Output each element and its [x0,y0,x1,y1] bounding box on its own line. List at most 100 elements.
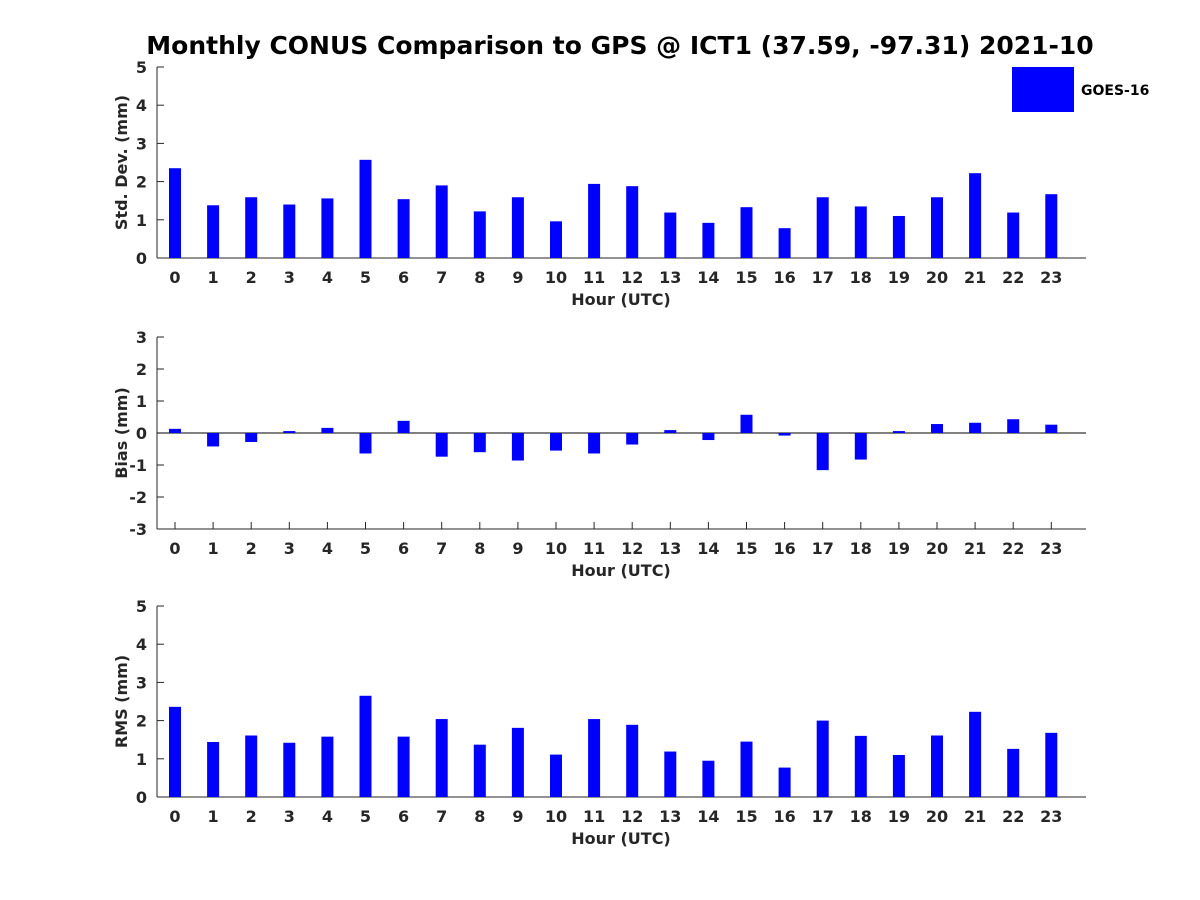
bias-bar-hour-14 [702,433,715,441]
std-dev-x-tick-label: 4 [322,268,333,287]
std-dev-bar-hour-5 [359,159,372,258]
std-dev-x-tick-label: 14 [697,268,719,287]
rms-bar-hour-5 [359,695,372,797]
bias-bar-hour-1 [207,433,220,447]
std-dev-x-tick-label: 5 [360,268,371,287]
std-dev-x-tick-label: 21 [964,268,986,287]
std-dev-bar-hour-15 [740,207,753,258]
rms-x-tick-label: 5 [360,807,371,826]
bias-x-tick-label: 12 [621,539,643,558]
bias-x-tick-label: 0 [169,539,180,558]
std-dev-bar-hour-23 [1045,194,1058,258]
std-dev-y-tick-label: 2 [136,173,147,192]
bias-bar-hour-16 [778,433,791,436]
bias-x-tick-label: 13 [659,539,681,558]
std-dev-bar-hour-11 [588,183,601,258]
bias-x-tick-label: 22 [1002,539,1024,558]
rms-x-tick-label: 13 [659,807,681,826]
rms-x-tick-label: 1 [208,807,219,826]
bias-x-tick-label: 14 [697,539,719,558]
std-dev-x-tick-label: 12 [621,268,643,287]
bias-bar-hour-2 [245,433,258,442]
rms-bar-hour-11 [588,719,601,797]
bias-bar-hour-18 [854,433,867,460]
rms-x-tick-label: 12 [621,807,643,826]
legend-label: GOES-16 [1081,83,1149,99]
std-dev-x-tick-label: 13 [659,268,681,287]
rms-x-tick-label: 22 [1002,807,1024,826]
std-dev-x-tick-label: 23 [1040,268,1062,287]
rms-bar-hour-12 [626,724,639,797]
bias-bar-hour-7 [435,433,448,457]
bias-x-tick-label: 16 [773,539,795,558]
rms-y-axis-label: RMS (mm) [112,655,131,748]
bias-bar-hour-11 [588,433,601,454]
bias-y-axis-label: Bias (mm) [112,387,131,479]
bias-x-tick-label: 10 [545,539,567,558]
bias-y-tick-label: 1 [136,392,147,411]
rms-bar-hour-20 [931,735,943,797]
std-dev-bar-hour-17 [816,197,829,258]
std-dev-x-tick-label: 8 [474,268,485,287]
bias-x-tick-label: 4 [322,539,333,558]
rms-y-tick-label: 2 [136,712,147,731]
rms-y-tick-label: 0 [136,788,147,807]
bias-x-tick-label: 6 [398,539,409,558]
rms-x-tick-label: 20 [926,807,948,826]
rms-x-tick-label: 17 [812,807,834,826]
rms-bar-hour-6 [397,736,410,797]
rms-x-tick-label: 3 [284,807,295,826]
std-dev-x-tick-label: 0 [169,268,180,287]
bias-x-tick-label: 8 [474,539,485,558]
rms-bar-hour-1 [207,741,220,797]
std-dev-x-tick-label: 20 [926,268,948,287]
rms-bar-hour-17 [816,720,829,797]
bias-x-tick-label: 21 [964,539,986,558]
rms-bar-hour-0 [169,706,181,797]
bias-x-tick-label: 17 [812,539,834,558]
std-dev-bar-hour-12 [626,186,639,258]
rms-x-tick-label: 8 [474,807,485,826]
rms-x-tick-label: 10 [545,807,567,826]
rms-x-tick-label: 0 [169,807,180,826]
rms-x-tick-label: 15 [735,807,757,826]
std-dev-bar-hour-10 [550,221,562,258]
bias-bar-hour-5 [359,433,372,454]
std-dev-x-tick-label: 18 [850,268,872,287]
bias-bar-hour-4 [321,427,334,433]
std-dev-x-tick-label: 9 [512,268,523,287]
bias-y-tick-label: -3 [129,520,147,539]
rms-bar-hour-16 [778,767,791,797]
bias-y-tick-label: -1 [129,456,147,475]
std-dev-bar-hour-14 [702,222,715,258]
std-dev-x-tick-label: 10 [545,268,567,287]
std-dev-x-tick-label: 16 [773,268,795,287]
bias-bar-hour-6 [397,420,410,433]
rms-bar-hour-18 [854,735,867,797]
std-dev-bar-hour-9 [511,197,524,258]
bias-x-tick-label: 20 [926,539,948,558]
bias-bar-hour-15 [740,414,753,433]
std-dev-y-axis-label: Std. Dev. (mm) [112,95,131,230]
rms-x-tick-label: 9 [512,807,523,826]
std-dev-bar-hour-22 [1007,212,1020,258]
std-dev-bar-hour-2 [245,197,258,258]
std-dev-bar-hour-4 [321,198,334,258]
legend-swatch [1012,67,1074,112]
bias-x-tick-label: 23 [1040,539,1062,558]
bias-x-tick-label: 7 [436,539,447,558]
rms-x-tick-label: 21 [964,807,986,826]
rms-bar-hour-7 [435,719,448,797]
rms-x-tick-label: 19 [888,807,910,826]
rms-bar-hour-13 [664,751,677,797]
bias-bar-hour-0 [169,428,181,433]
std-dev-y-tick-label: 5 [136,58,147,77]
bias-x-tick-label: 1 [208,539,219,558]
std-dev-x-tick-label: 11 [583,268,605,287]
std-dev-bar-hour-6 [397,199,410,258]
bias-x-tick-label: 18 [850,539,872,558]
